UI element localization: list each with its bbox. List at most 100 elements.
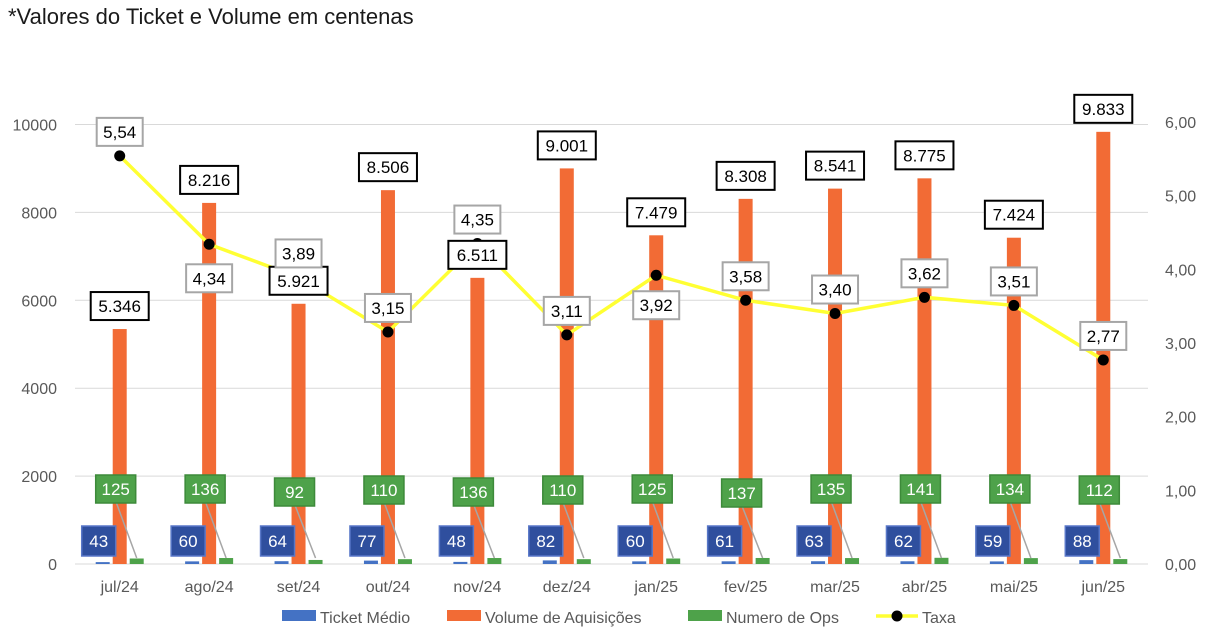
- ops-leader-line: [651, 500, 674, 559]
- x-axis-tick-label: jul/24: [100, 579, 139, 596]
- volume-data-label-box: [536, 130, 597, 161]
- bar-ticket-m-dio: [453, 561, 468, 564]
- ticket-data-label-box: [528, 525, 564, 557]
- bar-numero-de-ops: [487, 558, 502, 564]
- ops-leader-line: [1009, 500, 1032, 559]
- ticket-data-label-box: [349, 525, 385, 557]
- bar-volume-de-aquisi-es: [470, 277, 485, 564]
- taxa-data-label-box: [453, 204, 502, 235]
- volume-data-label-box: [357, 152, 418, 183]
- legend-swatch: [688, 610, 722, 621]
- taxa-data-label: 3,11: [551, 302, 583, 321]
- right-axis-tick-label: 6,00: [1165, 115, 1196, 132]
- taxa-data-label: 3,15: [371, 299, 404, 318]
- x-axis-tick-label: dez/24: [543, 579, 591, 596]
- taxa-line-path: [118, 154, 1105, 362]
- ops-leader-line: [472, 503, 496, 559]
- taxa-data-label-box: [900, 258, 949, 289]
- ops-leader-line: [830, 500, 853, 559]
- taxa-point: [203, 238, 215, 250]
- ticket-data-label-box: [706, 525, 743, 557]
- volume-data-label-box: [983, 199, 1044, 230]
- x-axis-tick-label: fev/25: [724, 579, 768, 596]
- left-axis-tick-label: 8000: [21, 205, 57, 222]
- x-axis-tick-label: nov/24: [453, 579, 501, 596]
- ticket-data-label-box: [1064, 525, 1101, 557]
- x-axis-tick-label: set/24: [277, 579, 321, 596]
- legend-label: Volume de Aquisições: [485, 610, 642, 627]
- ticket-data-label: 61: [715, 532, 734, 551]
- chart-title: *Valores do Ticket e Volume em centenas: [8, 4, 414, 29]
- taxa-data-label: 3,62: [908, 264, 941, 283]
- taxa-data-label-box: [185, 263, 234, 294]
- taxa-point: [918, 291, 930, 303]
- right-axis-ticks: 0,00 1,00 2,00 3,00 4,00 5,00 6,00: [1165, 115, 1196, 574]
- ticket-data-label: 88: [1073, 532, 1092, 551]
- legend-label: Numero de Ops: [726, 610, 839, 627]
- left-axis-tick-label: 2000: [21, 469, 57, 486]
- ticket-data-label-box: [975, 525, 1011, 557]
- taxa-data-label: 2,77: [1087, 327, 1120, 346]
- legend: Ticket Médio Volume de Aquisições Numero d…: [282, 610, 956, 627]
- bar-numero-de-ops: [934, 557, 949, 564]
- taxa-point: [650, 269, 662, 281]
- ops-data-label-box: [363, 475, 405, 505]
- taxa-data-label: 3,92: [640, 296, 673, 315]
- ops-data-label: 125: [638, 480, 666, 499]
- taxa-data-label: 3,40: [818, 281, 851, 300]
- bar-numero-de-ops: [666, 558, 681, 564]
- bar-numero-de-ops: [576, 559, 591, 564]
- ops-data-label: 136: [191, 480, 219, 499]
- ops-leader-line: [115, 500, 138, 559]
- gridlines: [75, 124, 1148, 565]
- volume-data-label-box: [179, 164, 240, 195]
- volume-data-label: 7.479: [635, 203, 678, 222]
- volume-data-label: 9.833: [1082, 100, 1125, 119]
- ops-leader-line: [204, 500, 227, 559]
- volume-data-label: 8.308: [724, 167, 767, 186]
- taxa-data-label-box: [721, 261, 770, 292]
- volume-data-label: 8.216: [188, 171, 231, 190]
- x-axis-tick-label: mai/25: [990, 579, 1038, 596]
- bar-numero-de-ops: [397, 559, 412, 564]
- bar-ticket-m-dio: [989, 561, 1004, 564]
- taxa-point: [114, 150, 126, 162]
- bar-numero-de-ops: [1113, 559, 1128, 564]
- left-axis-tick-label: 4000: [21, 381, 57, 398]
- ops-leader-line: [383, 501, 406, 559]
- ops-data-label: 141: [906, 480, 934, 499]
- left-axis-ticks: 0 2000 4000 6000 8000 10000: [13, 118, 58, 575]
- volume-data-label-box: [626, 197, 687, 228]
- ops-data-label: 112: [1086, 481, 1113, 500]
- taxa-data-label-box: [632, 290, 681, 321]
- taxa-data-label: 3,58: [729, 267, 762, 286]
- ticket-data-label: 82: [536, 532, 555, 551]
- x-axis-tick-label: jan/25: [633, 579, 678, 596]
- left-axis-tick-label: 10000: [13, 118, 58, 135]
- ops-data-label-box: [1078, 475, 1121, 505]
- ops-data-label: 110: [549, 481, 576, 500]
- ticket-data-label-box: [438, 525, 475, 557]
- bar-ticket-m-dio: [274, 561, 289, 564]
- ticket-data-label-box: [885, 525, 922, 557]
- bar-ticket-m-dio: [632, 561, 647, 564]
- ops-data-label: 125: [102, 480, 130, 499]
- volume-data-label: 8.775: [903, 146, 946, 165]
- bar-ticket-m-dio: [363, 560, 378, 564]
- volume-data-label: 8.541: [814, 157, 857, 176]
- taxa-point: [1008, 299, 1020, 311]
- taxa-line: [114, 150, 1109, 366]
- taxa-data-label-box: [989, 266, 1038, 297]
- taxa-data-label: 4,34: [193, 269, 226, 288]
- volume-data-label-box: [894, 140, 955, 171]
- taxa-data-label-box: [95, 116, 144, 147]
- ops-data-label-box: [184, 474, 226, 504]
- ticket-data-label-box: [617, 525, 653, 557]
- right-axis-tick-label: 2,00: [1165, 410, 1196, 427]
- bar-numero-de-ops: [845, 558, 860, 564]
- ops-data-label: 92: [285, 483, 304, 502]
- right-axis-tick-label: 3,00: [1165, 336, 1196, 353]
- legend-label: Taxa: [922, 610, 956, 627]
- bar-ticket-m-dio: [185, 561, 200, 564]
- bar-ticket-m-dio: [542, 560, 557, 564]
